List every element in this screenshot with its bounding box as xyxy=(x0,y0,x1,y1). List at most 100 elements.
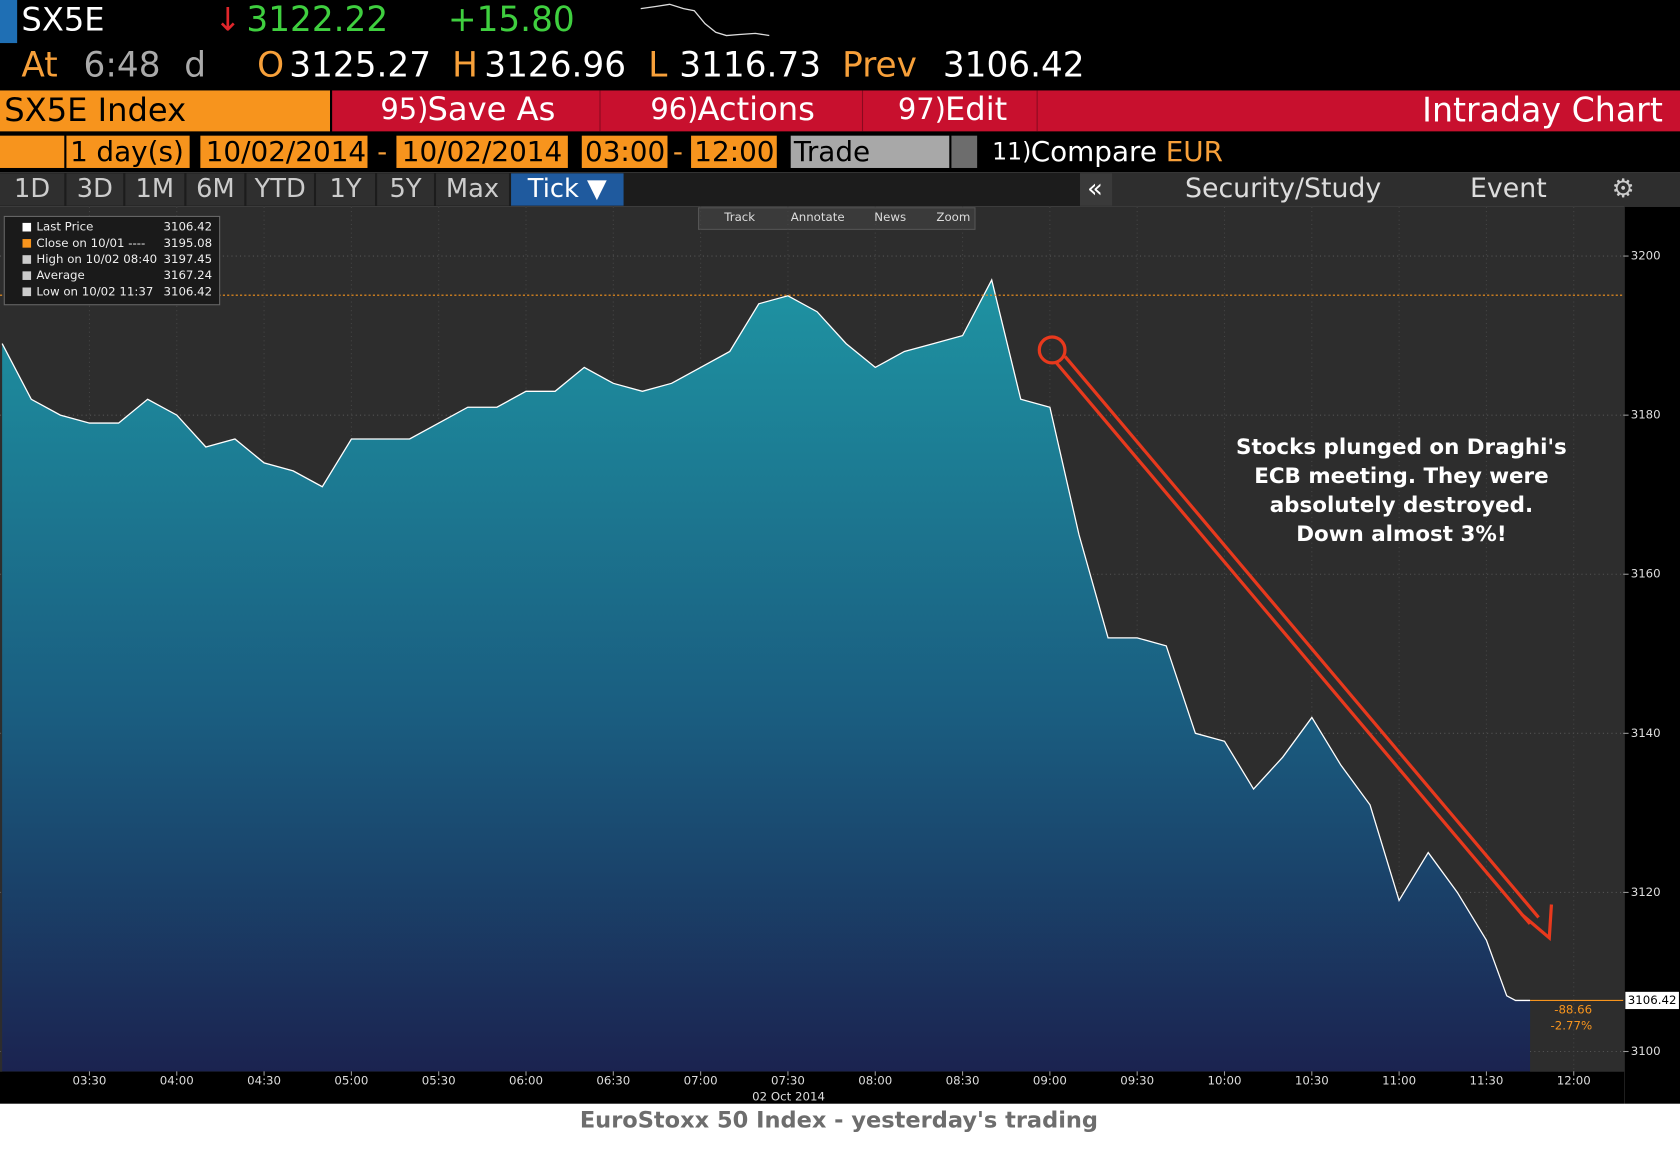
x-tick-label: 06:00 xyxy=(509,1074,543,1088)
mode[interactable]: Trade xyxy=(793,135,870,168)
tab-label[interactable]: 1M xyxy=(136,174,175,204)
tab-label[interactable]: 3D xyxy=(77,174,113,204)
prev: 3106.42 xyxy=(943,45,1085,85)
tab[interactable] xyxy=(186,173,245,206)
caption: EuroStoxx 50 Index - yesterday's trading xyxy=(580,1107,1098,1133)
menu-item[interactable]: Save As xyxy=(428,90,556,128)
menu-item[interactable]: Actions xyxy=(698,90,815,128)
field-box[interactable] xyxy=(200,135,368,168)
tab[interactable] xyxy=(316,173,375,206)
end-date[interactable]: 10/02/2014 xyxy=(402,135,562,168)
tab[interactable] xyxy=(125,173,185,206)
legend-label: Last Price xyxy=(36,220,93,234)
ticker-flag xyxy=(0,0,18,44)
x-tick-label: 04:00 xyxy=(160,1074,194,1088)
x-tick-label: 03:30 xyxy=(72,1074,106,1088)
legend-label: Low on 10/02 11:37 xyxy=(36,284,153,298)
annotation-arrowhead xyxy=(1520,904,1554,942)
menu-item[interactable]: Edit xyxy=(945,90,1007,128)
x-tick-label: 08:30 xyxy=(946,1074,980,1088)
y-tick-label: 3180 xyxy=(1631,408,1661,422)
tab-label[interactable]: 1D xyxy=(14,174,50,204)
tools-bar xyxy=(1080,172,1680,207)
tab[interactable] xyxy=(436,173,509,206)
tab-label[interactable]: 6M xyxy=(196,174,235,204)
period[interactable]: 1 xyxy=(70,135,88,168)
x-tick-label: 07:00 xyxy=(684,1074,718,1088)
menu-bar[interactable] xyxy=(332,90,1680,132)
study-button[interactable]: Security/Study xyxy=(1185,173,1381,204)
collapse[interactable]: « xyxy=(1087,174,1103,204)
price-line xyxy=(1,278,1531,1002)
dropdown-arrow[interactable] xyxy=(951,135,978,168)
last-price: 3122.22 xyxy=(246,0,388,40)
open-label: O xyxy=(257,45,284,85)
chart-tool[interactable]: Annotate xyxy=(791,210,845,224)
legend-marker xyxy=(22,239,32,248)
currency[interactable]: EUR xyxy=(1166,135,1223,168)
range-separator[interactable]: - xyxy=(673,135,683,168)
field-box[interactable] xyxy=(66,135,190,168)
x-tick-label: 12:00 xyxy=(1557,1074,1591,1088)
chart-tool[interactable]: Zoom xyxy=(936,210,970,224)
y-tick-label: 3120 xyxy=(1631,885,1661,899)
end-time[interactable]: 12:00 xyxy=(694,135,774,168)
start-date[interactable]: 10/02/2014 xyxy=(206,135,366,168)
menu-number[interactable]: 96) xyxy=(650,92,698,126)
legend-label: High on 10/02 08:40 xyxy=(36,252,157,266)
menu-number[interactable]: 97) xyxy=(898,92,946,126)
collapse-button[interactable] xyxy=(1080,173,1113,206)
annotation-text: Stocks plunged on Draghi's xyxy=(1236,435,1567,460)
settings-icon[interactable]: ⚙ xyxy=(1612,174,1635,204)
legend-marker xyxy=(22,271,32,280)
tab[interactable] xyxy=(511,173,624,206)
field-box[interactable] xyxy=(0,135,65,168)
tab[interactable] xyxy=(377,173,434,206)
compare[interactable]: Compare xyxy=(1031,135,1157,168)
high: 3126.96 xyxy=(484,45,626,85)
x-tick-label: 11:00 xyxy=(1382,1074,1416,1088)
legend-value: 3197.45 xyxy=(163,252,212,266)
tab[interactable] xyxy=(66,173,124,206)
period-unit[interactable]: day(s) xyxy=(96,135,183,168)
legend-value: 3106.42 xyxy=(163,220,212,234)
tab-label[interactable]: Tick ▼ xyxy=(527,174,607,204)
compare-number: 11) xyxy=(992,137,1031,165)
time: 6:48 xyxy=(84,45,161,85)
time-label: At xyxy=(21,45,57,85)
chart-tool[interactable]: News xyxy=(874,210,906,224)
tab-label[interactable]: YTD xyxy=(254,174,306,204)
annotation-text: absolutely destroyed. xyxy=(1270,493,1533,518)
x-tick-label: 11:30 xyxy=(1469,1074,1503,1088)
legend-box xyxy=(3,215,221,306)
field-box[interactable] xyxy=(396,135,568,168)
dropdown[interactable] xyxy=(790,135,950,168)
open: 3125.27 xyxy=(289,45,431,85)
menu-number[interactable]: 95) xyxy=(380,92,428,126)
tab-label[interactable]: Max xyxy=(446,174,499,204)
tab[interactable] xyxy=(0,173,65,206)
chart-toolbar[interactable] xyxy=(698,207,976,230)
security-box xyxy=(0,90,330,132)
x-tick-label: 09:30 xyxy=(1120,1074,1154,1088)
y-tick-label: 3140 xyxy=(1631,726,1661,740)
sparkline xyxy=(640,3,770,37)
tab[interactable] xyxy=(246,173,314,206)
last-price-tag: 3106.42 xyxy=(1628,993,1677,1007)
right-axis-bg xyxy=(1624,206,1680,1104)
tab-label[interactable]: 1Y xyxy=(330,174,362,204)
x-axis-bg xyxy=(0,1071,1625,1104)
chart-tool[interactable]: Track xyxy=(723,210,755,224)
change: +15.80 xyxy=(448,0,575,40)
event-button[interactable]: Event xyxy=(1470,173,1547,204)
start-time[interactable]: 03:00 xyxy=(585,135,665,168)
legend-label: Average xyxy=(36,268,84,282)
tab-label[interactable]: 5Y xyxy=(390,174,422,204)
field-box[interactable] xyxy=(581,135,668,168)
x-tick-label: 06:30 xyxy=(596,1074,630,1088)
last-price-box xyxy=(1625,991,1679,1010)
legend-value: 3195.08 xyxy=(163,236,212,250)
range-separator[interactable]: - xyxy=(377,135,387,168)
price-area xyxy=(2,279,1531,1072)
field-box[interactable] xyxy=(691,135,777,168)
